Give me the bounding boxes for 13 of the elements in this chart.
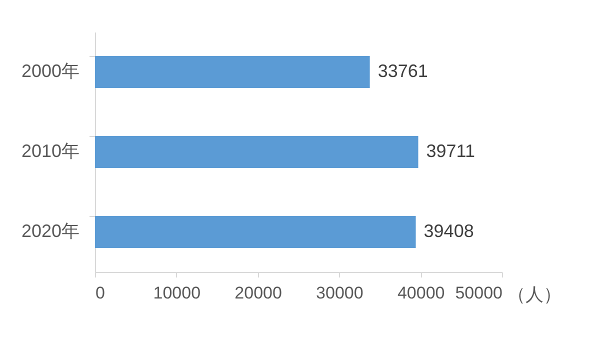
y-tick-label: 2010年 <box>21 141 80 161</box>
data-label: 39408 <box>424 221 474 241</box>
x-tick-label: 0 <box>96 284 105 302</box>
data-label: 33761 <box>378 61 428 81</box>
y-tick-label: 2000年 <box>21 61 80 81</box>
x-tick-label: 10000 <box>153 284 201 302</box>
x-tick-label: 50000 <box>455 284 502 302</box>
x-axis-title: （人） <box>508 284 562 304</box>
y-tick-label: 2020年 <box>21 221 80 241</box>
data-label: 39711 <box>426 141 475 161</box>
x-tick-label: 20000 <box>234 284 282 302</box>
x-tick-label: 40000 <box>397 284 445 302</box>
x-tick-label: 30000 <box>316 284 364 302</box>
